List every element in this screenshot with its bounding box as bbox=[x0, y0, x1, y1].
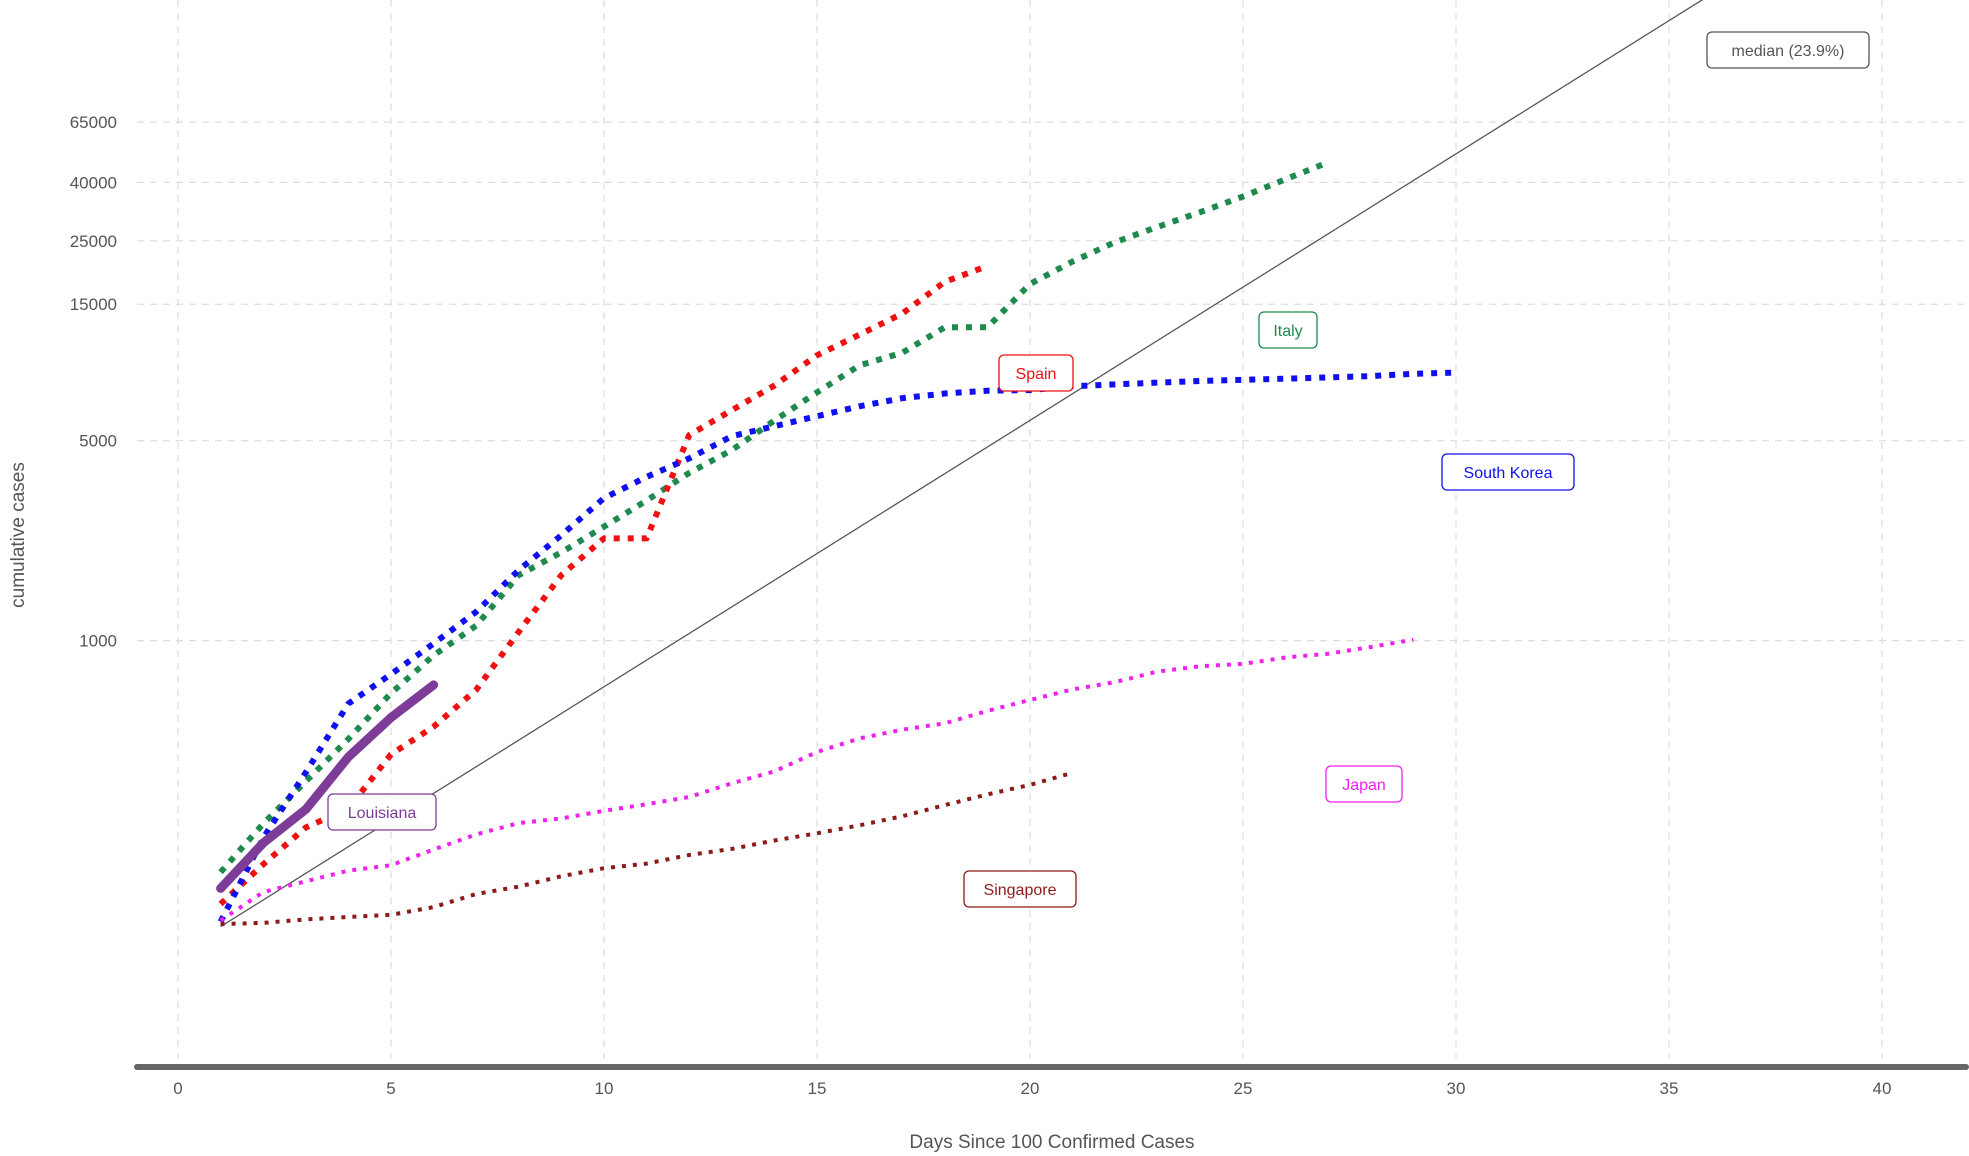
series-layer bbox=[216, 0, 1704, 928]
series-label-south-korea-box bbox=[1441, 453, 1575, 491]
x-tick-label: 15 bbox=[808, 1079, 827, 1098]
y-tick-label: 40000 bbox=[70, 173, 117, 192]
series-label-spain: Spain bbox=[998, 354, 1074, 392]
y-tick-label: 5000 bbox=[79, 432, 117, 451]
series-label-spain-box bbox=[998, 354, 1074, 392]
series-label-singapore-box bbox=[963, 870, 1077, 908]
series-label-italy: Italy bbox=[1258, 311, 1318, 349]
median-reference-line bbox=[220, 0, 1704, 928]
series-labels: Italy Spain South Korea Japan Singapore Louis… bbox=[327, 31, 1870, 908]
series-label-japan: Japan bbox=[1325, 765, 1403, 803]
series-label-italy-text: Italy bbox=[1273, 323, 1302, 340]
median-label: median (23.9%) bbox=[1706, 31, 1870, 69]
series-label-singapore-text: Singapore bbox=[984, 882, 1057, 899]
x-tick-label: 20 bbox=[1021, 1079, 1040, 1098]
x-axis-title: Days Since 100 Confirmed Cases bbox=[909, 1132, 1194, 1153]
median-label-text: median (23.9%) bbox=[1732, 43, 1845, 60]
y-axis-title: cumulative cases bbox=[8, 462, 29, 608]
series-label-japan-box bbox=[1325, 765, 1403, 803]
x-tick-label: 35 bbox=[1660, 1079, 1679, 1098]
series-label-japan-text: Japan bbox=[1342, 777, 1386, 794]
x-tick-label: 0 bbox=[173, 1079, 182, 1098]
y-tick-label: 15000 bbox=[70, 295, 117, 314]
series-line-singapore bbox=[220, 770, 1074, 927]
series-label-south-korea: South Korea bbox=[1441, 453, 1575, 491]
series-line-japan bbox=[219, 637, 1414, 923]
series-label-singapore: Singapore bbox=[963, 870, 1077, 908]
median-label-box bbox=[1706, 31, 1870, 69]
x-tick-label: 30 bbox=[1447, 1079, 1466, 1098]
y-tick-label: 65000 bbox=[70, 113, 117, 132]
y-tick-label: 25000 bbox=[70, 232, 117, 251]
series-line-spain bbox=[218, 263, 989, 907]
series-label-louisiana-box bbox=[327, 793, 437, 831]
grid bbox=[137, 0, 1966, 1059]
series-line-louisiana bbox=[216, 680, 439, 893]
series-label-italy-box bbox=[1258, 311, 1318, 349]
y-tick-label: 1000 bbox=[79, 632, 117, 651]
series-line-south-korea bbox=[217, 369, 1457, 924]
series-label-south-korea-text: South Korea bbox=[1464, 465, 1553, 482]
x-tick-label: 25 bbox=[1234, 1079, 1253, 1098]
axes: 0 5 10 15 20 25 30 35 40 1000 5000 15000 25000 40000 6… bbox=[70, 113, 1969, 1098]
series-label-louisiana-text: Louisiana bbox=[348, 805, 417, 822]
series-line-italy bbox=[218, 159, 1330, 875]
x-tick-label: 40 bbox=[1873, 1079, 1892, 1098]
x-tick-label: 10 bbox=[595, 1079, 614, 1098]
x-tick-label: 5 bbox=[386, 1079, 395, 1098]
series-label-louisiana: Louisiana bbox=[327, 793, 437, 831]
series-label-spain-text: Spain bbox=[1016, 366, 1057, 383]
